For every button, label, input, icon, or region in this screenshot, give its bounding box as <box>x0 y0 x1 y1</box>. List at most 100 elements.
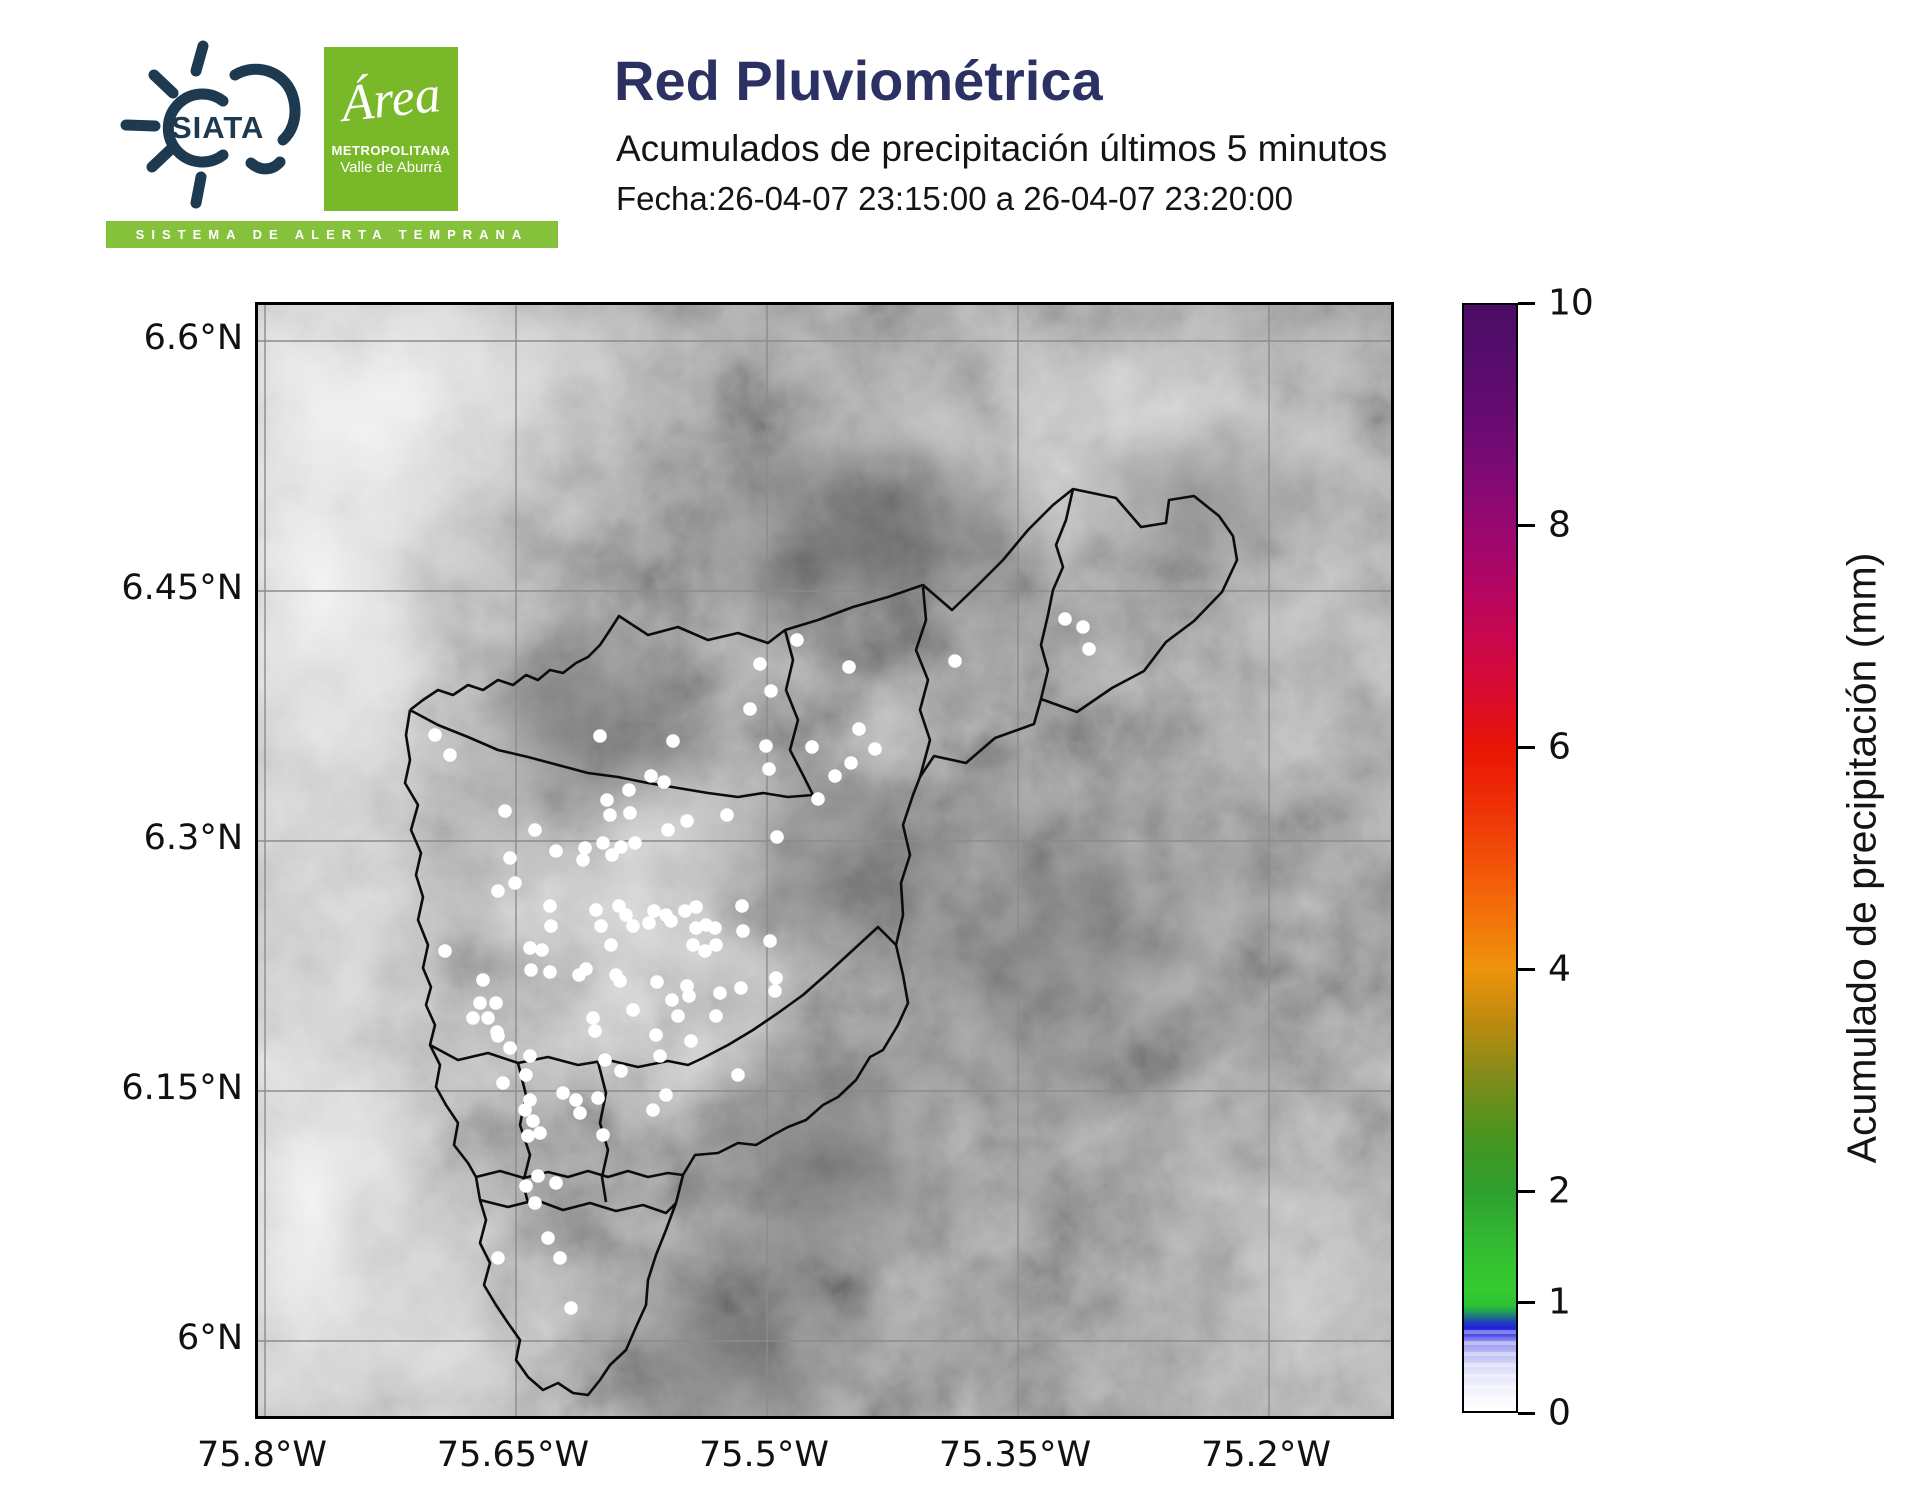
rain-gauge-dot[interactable] <box>828 769 842 783</box>
rain-gauge-dot[interactable] <box>564 1301 578 1315</box>
map-canvas[interactable] <box>255 302 1394 1419</box>
rain-gauge-dot[interactable] <box>596 1128 610 1142</box>
rain-gauge-dot[interactable] <box>533 1126 547 1140</box>
rain-gauge-dot[interactable] <box>626 919 640 933</box>
rain-gauge-dot[interactable] <box>549 844 563 858</box>
rain-gauge-dot[interactable] <box>593 729 607 743</box>
rain-gauge-dot[interactable] <box>466 1011 480 1025</box>
rain-gauge-dot[interactable] <box>553 1251 567 1265</box>
rain-gauge-dot[interactable] <box>763 934 777 948</box>
rain-gauge-dot[interactable] <box>476 973 490 987</box>
rain-gauge-dot[interactable] <box>657 775 671 789</box>
rain-gauge-dot[interactable] <box>588 1024 602 1038</box>
rain-gauge-dot[interactable] <box>709 938 723 952</box>
rain-gauge-dot[interactable] <box>573 1106 587 1120</box>
rain-gauge-dot[interactable] <box>1058 612 1072 626</box>
rain-gauge-dot[interactable] <box>598 1053 612 1067</box>
rain-gauge-dot[interactable] <box>528 823 542 837</box>
rain-gauge-dot[interactable] <box>481 1011 495 1025</box>
rain-gauge-dot[interactable] <box>743 702 757 716</box>
rain-gauge-dot[interactable] <box>438 944 452 958</box>
rain-gauge-dot[interactable] <box>659 908 673 922</box>
rain-gauge-dot[interactable] <box>508 876 522 890</box>
rain-gauge-dot[interactable] <box>614 840 628 854</box>
rain-gauge-dot[interactable] <box>736 924 750 938</box>
rain-gauge-dot[interactable] <box>622 783 636 797</box>
rain-gauge-dot[interactable] <box>496 1076 510 1090</box>
rain-gauge-dot[interactable] <box>759 739 773 753</box>
rain-gauge-dot[interactable] <box>523 1049 537 1063</box>
rain-gauge-dot[interactable] <box>503 851 517 865</box>
rain-gauge-dot[interactable] <box>642 916 656 930</box>
rain-gauge-dot[interactable] <box>523 941 537 955</box>
rain-gauge-dot[interactable] <box>650 975 664 989</box>
rain-gauge-dot[interactable] <box>628 836 642 850</box>
rain-gauge-dot[interactable] <box>1076 620 1090 634</box>
rain-gauge-dot[interactable] <box>503 1041 517 1055</box>
rain-gauge-dot[interactable] <box>644 769 658 783</box>
rain-gauge-dot[interactable] <box>709 1009 723 1023</box>
rain-gauge-dot[interactable] <box>531 1169 545 1183</box>
rain-gauge-dot[interactable] <box>678 904 692 918</box>
rain-gauge-dot[interactable] <box>626 1003 640 1017</box>
rain-gauge-dot[interactable] <box>805 740 819 754</box>
rain-gauge-dot[interactable] <box>572 968 586 982</box>
rain-gauge-dot[interactable] <box>689 900 703 914</box>
rain-gauge-dot[interactable] <box>544 919 558 933</box>
rain-gauge-dot[interactable] <box>948 654 962 668</box>
rain-gauge-dot[interactable] <box>524 963 538 977</box>
rain-gauge-dot[interactable] <box>790 633 804 647</box>
rain-gauge-dot[interactable] <box>518 1103 532 1117</box>
rain-gauge-dot[interactable] <box>682 989 696 1003</box>
rain-gauge-dot[interactable] <box>735 899 749 913</box>
rain-gauge-dot[interactable] <box>731 1068 745 1082</box>
rain-gauge-dot[interactable] <box>686 938 700 952</box>
rain-gauge-dot[interactable] <box>649 1028 663 1042</box>
rain-gauge-dot[interactable] <box>543 899 557 913</box>
rain-gauge-dot[interactable] <box>665 993 679 1007</box>
rain-gauge-dot[interactable] <box>526 1114 540 1128</box>
rain-gauge-dot[interactable] <box>1082 642 1096 656</box>
rain-gauge-dot[interactable] <box>661 823 675 837</box>
rain-gauge-dot[interactable] <box>623 806 637 820</box>
rain-gauge-dot[interactable] <box>708 921 722 935</box>
rain-gauge-dot[interactable] <box>768 984 782 998</box>
rain-gauge-dot[interactable] <box>764 684 778 698</box>
rain-gauge-dot[interactable] <box>769 971 783 985</box>
rain-gauge-dot[interactable] <box>519 1068 533 1082</box>
rain-gauge-dot[interactable] <box>646 1103 660 1117</box>
rain-gauge-dot[interactable] <box>770 830 784 844</box>
rain-gauge-dot[interactable] <box>428 728 442 742</box>
rain-gauge-dot[interactable] <box>576 853 590 867</box>
rain-gauge-dot[interactable] <box>594 919 608 933</box>
rain-gauge-dot[interactable] <box>680 814 694 828</box>
rain-gauge-dot[interactable] <box>521 1129 535 1143</box>
rain-gauge-dot[interactable] <box>852 722 866 736</box>
rain-gauge-dot[interactable] <box>489 996 503 1010</box>
rain-gauge-dot[interactable] <box>498 804 512 818</box>
rain-gauge-dot[interactable] <box>556 1086 570 1100</box>
rain-gauge-dot[interactable] <box>491 1029 505 1043</box>
rain-gauge-dot[interactable] <box>600 793 614 807</box>
rain-gauge-dot[interactable] <box>586 1011 600 1025</box>
rain-gauge-dot[interactable] <box>647 904 661 918</box>
rain-gauge-dot[interactable] <box>842 660 856 674</box>
rain-gauge-dot[interactable] <box>684 1034 698 1048</box>
rain-gauge-dot[interactable] <box>713 986 727 1000</box>
rain-gauge-dot[interactable] <box>671 1009 685 1023</box>
rain-gauge-dot[interactable] <box>578 841 592 855</box>
rain-gauge-dot[interactable] <box>549 1176 563 1190</box>
rain-gauge-dot[interactable] <box>698 944 712 958</box>
rain-gauge-dot[interactable] <box>473 996 487 1010</box>
rain-gauge-dot[interactable] <box>589 903 603 917</box>
rain-gauge-dot[interactable] <box>541 1231 555 1245</box>
rain-gauge-dot[interactable] <box>543 965 557 979</box>
rain-gauge-dot[interactable] <box>653 1049 667 1063</box>
rain-gauge-dot[interactable] <box>604 938 618 952</box>
rain-gauge-dot[interactable] <box>491 884 505 898</box>
rain-gauge-dot[interactable] <box>762 762 776 776</box>
rain-gauge-dot[interactable] <box>603 808 617 822</box>
rain-gauge-dot[interactable] <box>811 792 825 806</box>
rain-gauge-dot[interactable] <box>613 974 627 988</box>
rain-gauge-dot[interactable] <box>666 734 680 748</box>
